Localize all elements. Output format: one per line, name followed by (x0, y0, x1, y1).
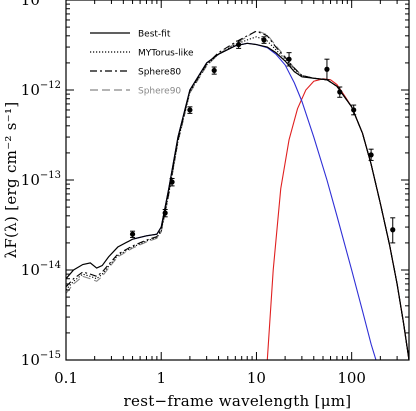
data-point (261, 36, 267, 44)
data-point (351, 104, 357, 116)
x-tick-label: 10 (247, 369, 266, 387)
data-point (236, 40, 242, 49)
y-axis-label: λF(λ) [erg cm⁻² s⁻¹] (2, 102, 20, 259)
x-axis-label: rest−frame wavelength [μm] (124, 392, 352, 410)
legend-item: Sphere90 (90, 87, 181, 97)
y-tick-label: 10−12 (21, 80, 61, 99)
legend-label: Best-fit (138, 30, 171, 40)
series-line-sphere90 (66, 29, 409, 360)
y-tick-label: 10−15 (21, 350, 61, 369)
legend-item: MYTorus-like (90, 49, 194, 59)
axis-ticks (65, 0, 410, 361)
data-point (169, 177, 175, 187)
legend: Best-fit MYTorus-like Sphere80 Sphere90 (90, 30, 194, 97)
y-tick-label: 10−11 (21, 0, 61, 9)
legend-label: Sphere80 (138, 68, 181, 78)
data-point (286, 52, 292, 67)
x-tick-label: 0.1 (54, 369, 78, 387)
tick-labels: 0.1 1 10 100 10−15 10−14 10−13 10−12 10−11 (21, 0, 366, 387)
legend-label: Sphere90 (138, 87, 181, 97)
data-point (368, 148, 374, 161)
y-tick-label: 10−14 (21, 260, 61, 279)
data-point (211, 66, 217, 75)
plot-frame (65, 0, 410, 361)
data-point (324, 58, 330, 81)
legend-item: Best-fit (90, 30, 171, 40)
data-point (187, 106, 193, 114)
data-point (337, 86, 343, 98)
series-line-sphere80 (66, 30, 409, 360)
data-point (390, 217, 396, 244)
series-line-best-fit (66, 42, 409, 360)
y-tick-label: 10−13 (21, 170, 61, 189)
data-point (129, 230, 136, 238)
series-line-mytorus-like (66, 36, 409, 360)
data-point (162, 209, 168, 218)
plot-area (66, 29, 409, 360)
x-tick-label: 100 (337, 369, 366, 387)
legend-item: Sphere80 (90, 68, 181, 78)
x-tick-label: 1 (156, 369, 166, 387)
legend-label: MYTorus-like (138, 49, 194, 59)
